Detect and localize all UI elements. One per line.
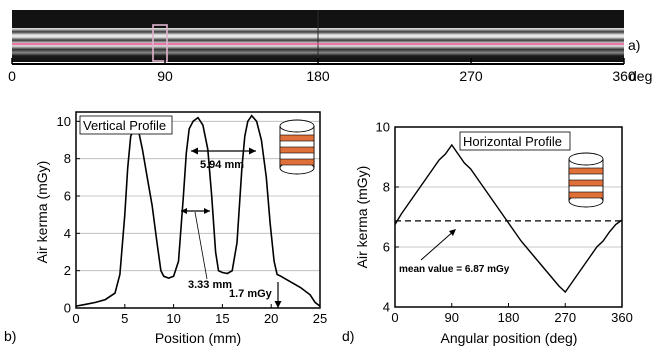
- chart-d-title: Horizontal Profile: [463, 134, 562, 149]
- vertical-profile-curve: [75, 114, 321, 307]
- y-tick-label: 6: [64, 189, 71, 204]
- gap-arrowhead-right: [204, 208, 210, 214]
- mean-value-arrowhead: [449, 229, 456, 236]
- panel-b: b) 0 2 4 6 8 10 0 5 10 15 20 25 Vertical Profile Po…: [4, 111, 327, 346]
- x-tick-label: 0: [72, 311, 79, 326]
- annotation-5-94-mm: 5.94 mm: [200, 159, 244, 171]
- y-tick-label: 10: [376, 120, 390, 135]
- chart-b-title-box: [79, 115, 173, 135]
- angle-axis-tick-label: 180: [306, 68, 330, 84]
- chart-b-frame: [75, 111, 321, 309]
- x-tick-label: 10: [166, 311, 180, 326]
- chart-b-title: Vertical Profile: [83, 118, 166, 133]
- x-tick-label: 90: [445, 310, 459, 325]
- annotation-3-33-mm: 3.33 mm: [188, 279, 232, 291]
- angle-axis-tick-label: 90: [157, 68, 173, 84]
- panel-b-label: b): [4, 328, 16, 344]
- y-tick-label: 10: [57, 114, 71, 129]
- chart-b-xlabel: Position (mm): [155, 330, 241, 346]
- highlight-box: [152, 24, 168, 62]
- x-tick-label: 20: [264, 311, 278, 326]
- offset-arrowhead: [274, 301, 282, 308]
- y-tick-label: 8: [64, 151, 71, 166]
- y-tick-label: 4: [383, 300, 390, 315]
- cylinder-phantom-icon: [279, 119, 315, 175]
- angle-axis-tick-label: 360: [612, 68, 636, 84]
- mean-value-leader: [420, 229, 456, 261]
- annotation-mean-value: mean value = 6.87 mGy: [399, 264, 510, 275]
- chart-d-title-box: [459, 131, 571, 151]
- x-tick-label: 0: [391, 310, 398, 325]
- x-tick-label: 25: [313, 311, 327, 326]
- leader-3-33: [194, 211, 208, 280]
- angle-axis-unit: deg: [629, 68, 652, 84]
- width-arrowhead-right: [249, 147, 256, 155]
- x-tick-label: 360: [611, 310, 633, 325]
- panel-d-label: d): [342, 328, 354, 344]
- width-arrowhead-left: [191, 147, 198, 155]
- horizontal-profile-curve: [394, 143, 623, 294]
- cylinder-phantom-icon: [568, 152, 604, 208]
- y-tick-label: 6: [383, 240, 390, 255]
- chart-d-ylabel: Air kerma (mGy): [354, 166, 370, 269]
- annotation-1-7-mgy: 1.7 mGy: [229, 288, 273, 300]
- x-tick-label: 5: [121, 311, 128, 326]
- angle-axis-tick-label: 0: [8, 68, 16, 84]
- x-tick-label: 270: [554, 310, 576, 325]
- chart-b-ylabel: Air kerma (mGy): [34, 161, 50, 264]
- panel-a-label: a): [628, 37, 640, 53]
- y-tick-label: 2: [64, 263, 71, 278]
- y-tick-label: 0: [64, 301, 71, 316]
- angle-axis-tick-label: 270: [459, 68, 483, 84]
- y-tick-label: 8: [383, 180, 390, 195]
- chart-d-xlabel: Angular position (deg): [441, 330, 578, 346]
- x-tick-label: 15: [215, 311, 229, 326]
- panel-a: a) 0 90 180 270 360 deg: [8, 10, 652, 84]
- x-tick-label: 180: [498, 310, 520, 325]
- y-tick-label: 4: [64, 226, 71, 241]
- gap-arrowhead-left: [181, 208, 187, 214]
